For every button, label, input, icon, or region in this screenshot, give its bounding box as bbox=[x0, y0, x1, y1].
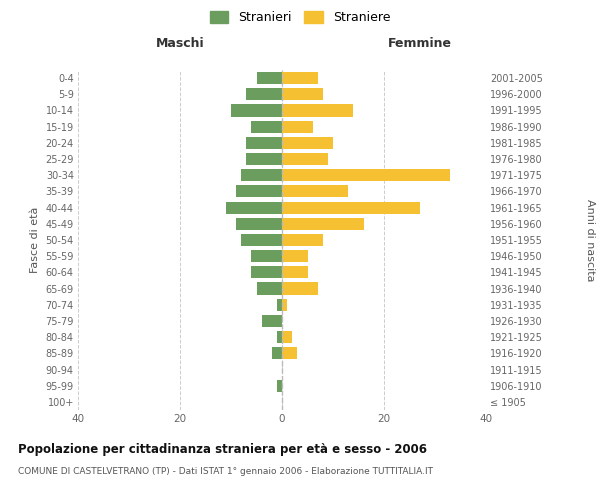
Bar bbox=[251, 250, 282, 262]
Y-axis label: Fasce di età: Fasce di età bbox=[30, 207, 40, 273]
Bar bbox=[282, 202, 420, 213]
Bar bbox=[257, 282, 282, 294]
Bar bbox=[282, 331, 292, 343]
Bar bbox=[251, 266, 282, 278]
Bar bbox=[226, 202, 282, 213]
Bar bbox=[282, 186, 349, 198]
Bar bbox=[241, 169, 282, 181]
Bar bbox=[282, 282, 318, 294]
Bar bbox=[282, 348, 298, 360]
Bar bbox=[282, 250, 308, 262]
Legend: Stranieri, Straniere: Stranieri, Straniere bbox=[205, 6, 395, 29]
Bar bbox=[282, 88, 323, 101]
Bar bbox=[282, 218, 364, 230]
Bar bbox=[282, 169, 451, 181]
Bar bbox=[247, 88, 282, 101]
Text: COMUNE DI CASTELVETRANO (TP) - Dati ISTAT 1° gennaio 2006 - Elaborazione TUTTITA: COMUNE DI CASTELVETRANO (TP) - Dati ISTA… bbox=[18, 468, 433, 476]
Bar bbox=[236, 186, 282, 198]
Bar bbox=[231, 104, 282, 117]
Bar bbox=[277, 380, 282, 392]
Bar bbox=[277, 298, 282, 311]
Text: Femmine: Femmine bbox=[388, 37, 452, 50]
Bar bbox=[247, 153, 282, 165]
Bar bbox=[262, 315, 282, 327]
Text: Popolazione per cittadinanza straniera per età e sesso - 2006: Popolazione per cittadinanza straniera p… bbox=[18, 442, 427, 456]
Bar bbox=[282, 137, 333, 149]
Bar bbox=[282, 266, 308, 278]
Bar bbox=[282, 72, 318, 84]
Bar bbox=[272, 348, 282, 360]
Bar bbox=[282, 104, 353, 117]
Bar bbox=[251, 120, 282, 132]
Bar bbox=[282, 234, 323, 246]
Bar bbox=[257, 72, 282, 84]
Text: Maschi: Maschi bbox=[155, 37, 205, 50]
Bar bbox=[282, 153, 328, 165]
Bar bbox=[247, 137, 282, 149]
Y-axis label: Anni di nascita: Anni di nascita bbox=[585, 198, 595, 281]
Bar bbox=[277, 331, 282, 343]
Bar bbox=[282, 298, 287, 311]
Bar bbox=[282, 120, 313, 132]
Bar bbox=[236, 218, 282, 230]
Bar bbox=[241, 234, 282, 246]
